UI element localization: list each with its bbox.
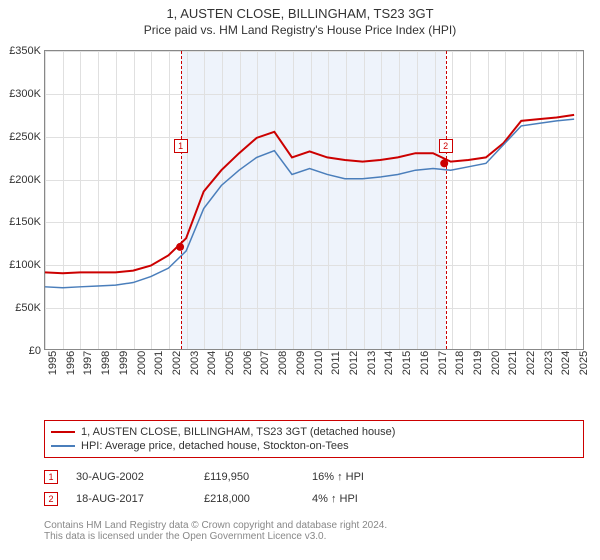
chart: £0£50K£100K£150K£200K£250K£300K£350K1995… bbox=[44, 50, 584, 380]
x-tick-label: 2011 bbox=[328, 351, 342, 375]
footer-line1: Contains HM Land Registry data © Crown c… bbox=[44, 520, 584, 531]
x-tick-label: 2008 bbox=[275, 351, 289, 375]
x-tick-label: 2015 bbox=[399, 351, 413, 375]
x-tick-label: 2021 bbox=[505, 351, 519, 375]
legend-item: 1, AUSTEN CLOSE, BILLINGHAM, TS23 3GT (d… bbox=[51, 425, 577, 439]
marker-dot bbox=[440, 159, 448, 167]
series-property bbox=[45, 115, 574, 273]
x-tick-label: 2016 bbox=[417, 351, 431, 375]
x-tick-label: 2023 bbox=[541, 351, 555, 375]
chart-lines bbox=[45, 51, 583, 349]
event-date: 18-AUG-2017 bbox=[76, 493, 186, 505]
y-tick-label: £50K bbox=[15, 302, 45, 314]
y-tick-label: £0 bbox=[29, 345, 45, 357]
y-tick-label: £100K bbox=[9, 259, 45, 271]
legend-item: HPI: Average price, detached house, Stoc… bbox=[51, 439, 577, 453]
event-price: £218,000 bbox=[204, 493, 294, 505]
x-tick-label: 2009 bbox=[293, 351, 307, 375]
legend-swatch bbox=[51, 431, 75, 433]
x-tick-label: 2017 bbox=[435, 351, 449, 375]
event-row: 2 18-AUG-2017 £218,000 4% ↑ HPI bbox=[44, 488, 584, 510]
footer-line2: This data is licensed under the Open Gov… bbox=[44, 531, 584, 542]
y-tick-label: £200K bbox=[9, 174, 45, 186]
x-tick-label: 2024 bbox=[558, 351, 572, 375]
event-row: 1 30-AUG-2002 £119,950 16% ↑ HPI bbox=[44, 466, 584, 488]
x-tick-label: 2018 bbox=[452, 351, 466, 375]
event-marker-icon: 1 bbox=[44, 470, 58, 484]
x-tick-label: 2005 bbox=[222, 351, 236, 375]
event-price: £119,950 bbox=[204, 471, 294, 483]
page-subtitle: Price paid vs. HM Land Registry's House … bbox=[0, 21, 600, 41]
x-tick-label: 2025 bbox=[576, 351, 590, 375]
x-tick-label: 1997 bbox=[80, 351, 94, 375]
marker-label: 2 bbox=[439, 139, 453, 153]
y-tick-label: £150K bbox=[9, 216, 45, 228]
x-tick-label: 2010 bbox=[311, 351, 325, 375]
y-tick-label: £350K bbox=[9, 45, 45, 57]
x-tick-label: 2019 bbox=[470, 351, 484, 375]
page-title: 1, AUSTEN CLOSE, BILLINGHAM, TS23 3GT bbox=[0, 0, 600, 21]
legend-label: HPI: Average price, detached house, Stoc… bbox=[81, 440, 349, 452]
x-tick-label: 2001 bbox=[151, 351, 165, 375]
event-diff: 4% ↑ HPI bbox=[312, 493, 358, 505]
x-tick-label: 1996 bbox=[63, 351, 77, 375]
series-hpi bbox=[45, 119, 574, 288]
x-tick-label: 2020 bbox=[488, 351, 502, 375]
event-diff: 16% ↑ HPI bbox=[312, 471, 364, 483]
x-tick-label: 1998 bbox=[98, 351, 112, 375]
legend: 1, AUSTEN CLOSE, BILLINGHAM, TS23 3GT (d… bbox=[44, 420, 584, 458]
x-tick-label: 2003 bbox=[187, 351, 201, 375]
x-tick-label: 2013 bbox=[364, 351, 378, 375]
x-tick-label: 2022 bbox=[523, 351, 537, 375]
x-tick-label: 2002 bbox=[169, 351, 183, 375]
marker-vline bbox=[181, 51, 182, 349]
x-tick-label: 2014 bbox=[381, 351, 395, 375]
x-tick-label: 1995 bbox=[45, 351, 59, 375]
x-tick-label: 2006 bbox=[240, 351, 254, 375]
event-date: 30-AUG-2002 bbox=[76, 471, 186, 483]
marker-vline bbox=[446, 51, 447, 349]
event-marker-icon: 2 bbox=[44, 492, 58, 506]
y-tick-label: £250K bbox=[9, 131, 45, 143]
x-tick-label: 1999 bbox=[116, 351, 130, 375]
legend-swatch bbox=[51, 445, 75, 447]
x-tick-label: 2000 bbox=[134, 351, 148, 375]
marker-label: 1 bbox=[174, 139, 188, 153]
y-tick-label: £300K bbox=[9, 88, 45, 100]
events-table: 1 30-AUG-2002 £119,950 16% ↑ HPI 2 18-AU… bbox=[44, 466, 584, 510]
plot-area: £0£50K£100K£150K£200K£250K£300K£350K1995… bbox=[44, 50, 584, 350]
footer: Contains HM Land Registry data © Crown c… bbox=[44, 520, 584, 542]
x-tick-label: 2007 bbox=[257, 351, 271, 375]
legend-label: 1, AUSTEN CLOSE, BILLINGHAM, TS23 3GT (d… bbox=[81, 426, 395, 438]
x-tick-label: 2012 bbox=[346, 351, 360, 375]
x-tick-label: 2004 bbox=[204, 351, 218, 375]
